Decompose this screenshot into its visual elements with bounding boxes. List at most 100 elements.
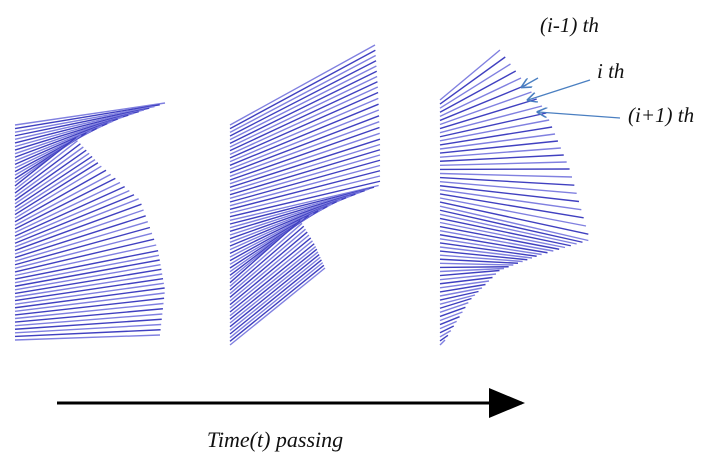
fan-line (14, 152, 90, 205)
fan-line (439, 98, 537, 130)
fan-line (229, 256, 321, 331)
fan-line (439, 133, 556, 150)
fan-line (439, 287, 483, 297)
fan-line (229, 228, 306, 295)
fan-line (229, 222, 303, 287)
fan-line (14, 215, 146, 259)
fan-line (439, 267, 505, 273)
fan-line (229, 49, 376, 130)
fan-line (14, 146, 84, 198)
fan-line (14, 137, 77, 187)
fan-line (14, 162, 99, 216)
fan-line (229, 138, 381, 188)
fan-line (14, 118, 118, 158)
fan-line (229, 245, 317, 317)
pointer-arrow (528, 79, 591, 100)
fan-line (229, 264, 325, 342)
fan-line (439, 246, 533, 259)
fan-line (439, 290, 479, 301)
fan-line (229, 175, 381, 214)
fan-line (229, 186, 375, 225)
fan-line (439, 126, 553, 146)
fan-line (14, 232, 153, 270)
fan-line (14, 177, 116, 230)
fan-line (439, 221, 566, 249)
fan-line (229, 121, 380, 177)
fan-line (439, 91, 532, 126)
fan-line (229, 170, 381, 211)
fan-line (229, 188, 370, 229)
fan-line (439, 176, 575, 186)
fan-line (229, 143, 381, 192)
fan-line (14, 329, 161, 338)
fan-line (439, 225, 560, 250)
fan-line (439, 112, 547, 138)
fan-line (439, 197, 587, 227)
fan-line (229, 154, 381, 200)
fan-line (14, 287, 165, 309)
fan-line (14, 238, 155, 273)
fan-line (229, 259, 322, 335)
fan-line (229, 231, 308, 298)
fan-line (14, 220, 148, 262)
pointer-arrow (538, 112, 621, 119)
fan-line (14, 155, 93, 209)
fan-line (439, 320, 457, 330)
fan-line (439, 273, 497, 281)
fan-line (229, 184, 379, 222)
fan-line (229, 97, 379, 163)
fan-line (439, 242, 537, 257)
fan-line (14, 198, 139, 248)
fan-line (14, 334, 161, 341)
fan-line (14, 292, 165, 313)
fan-line (14, 313, 163, 327)
fan-line (439, 154, 564, 162)
fan-line (229, 159, 381, 203)
fan-line (439, 283, 486, 293)
fan-line (14, 259, 160, 287)
fan-line (439, 325, 455, 334)
fan-line (439, 276, 493, 285)
fan-line (229, 180, 381, 218)
fan-line (229, 219, 301, 284)
fan-line (229, 60, 377, 137)
fan-line (14, 254, 160, 284)
fan-line (439, 250, 528, 261)
fan-line (14, 194, 135, 244)
fan-line (439, 294, 476, 305)
fan-line (229, 70, 378, 144)
fan-line (439, 189, 582, 211)
fan-line (439, 70, 517, 113)
fan-line (14, 149, 87, 201)
fan-line (14, 282, 164, 305)
fan-line (14, 165, 102, 219)
label-prev: (i-1) th (540, 13, 599, 37)
fan-line (14, 169, 107, 223)
fan-line (439, 205, 589, 242)
fan-line (229, 86, 379, 155)
fan-line (439, 77, 522, 117)
fan-line (439, 229, 554, 252)
fan-line (14, 111, 139, 144)
fan-line (14, 203, 142, 252)
fan-line (229, 81, 378, 152)
fan-line (14, 209, 144, 255)
label-next: (i+1) th (628, 103, 694, 127)
fan-line (439, 185, 580, 203)
fan-line (14, 226, 151, 266)
fan-line (229, 248, 318, 320)
fan-line (14, 263, 161, 291)
fan-line (229, 225, 305, 291)
fan-line (14, 173, 111, 226)
fan-line (14, 318, 162, 330)
fan-line (439, 213, 577, 245)
fan-line (229, 234, 310, 302)
fan-line (229, 103, 379, 166)
fan-line (439, 161, 567, 167)
fan-line (14, 277, 164, 302)
fan-line (439, 258, 519, 264)
fan-line (229, 149, 381, 196)
fan-line (439, 49, 501, 101)
fan-line (439, 63, 511, 109)
